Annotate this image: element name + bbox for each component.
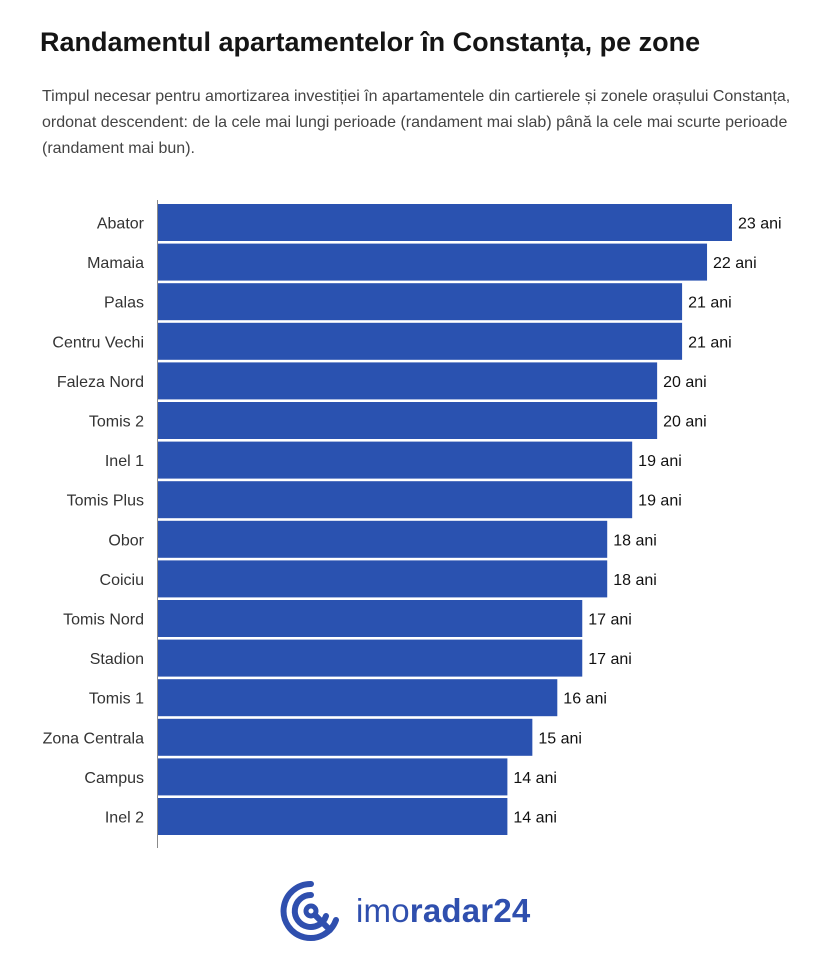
- category-label: Tomis 1: [89, 691, 144, 708]
- bar-tomis-nord: [158, 600, 583, 637]
- value-label: 14 ani: [513, 770, 557, 787]
- value-label: 18 ani: [613, 572, 657, 589]
- value-label: 18 ani: [613, 532, 657, 549]
- bar-campus: [158, 758, 508, 796]
- value-label: 17 ani: [588, 651, 632, 668]
- value-label: 22 ani: [713, 255, 757, 272]
- radar-logo-icon: [280, 880, 339, 941]
- value-label: 21 ani: [688, 295, 732, 312]
- value-label: 16 ani: [563, 691, 607, 708]
- bar-tomis-2: [158, 402, 658, 439]
- bar-chart: Abator 23 ani Mamaia 22 ani Palas 21 ani Centr…: [43, 200, 782, 848]
- value-label: 23 ani: [738, 216, 782, 233]
- value-label: 21 ani: [688, 334, 732, 351]
- category-label: Inel 1: [105, 453, 144, 470]
- category-label: Campus: [84, 770, 144, 787]
- bar-mamaia: [158, 243, 708, 281]
- value-label: 17 ani: [588, 612, 632, 629]
- logo-text-light: imo: [356, 892, 410, 929]
- bar-palas: [158, 283, 683, 321]
- category-label: Tomis Plus: [67, 493, 144, 510]
- category-label: Inel 2: [105, 810, 144, 827]
- category-label: Stadion: [90, 651, 144, 668]
- bar-coiciu: [158, 560, 608, 598]
- logo-wordmark: imoradar24: [356, 892, 530, 930]
- bar-abator: [158, 204, 732, 241]
- category-label: Tomis 2: [89, 414, 144, 431]
- value-label: 14 ani: [513, 810, 557, 827]
- bar-inel-1: [158, 441, 633, 479]
- bar-zona-centrala: [158, 718, 533, 756]
- value-label: 20 ani: [663, 374, 707, 391]
- bar-group: Abator 23 ani Mamaia 22 ani Palas 21 ani Centr…: [43, 204, 782, 835]
- category-label: Coiciu: [100, 572, 144, 589]
- category-label: Obor: [108, 532, 144, 549]
- brand-logo: imoradar24: [278, 878, 530, 944]
- category-label: Centru Vechi: [52, 334, 144, 351]
- category-label: Abator: [97, 216, 145, 233]
- value-label: 20 ani: [663, 414, 707, 431]
- chart-title: Randamentul apartamentelor în Constanța,…: [40, 27, 701, 57]
- value-label: 19 ani: [638, 453, 682, 470]
- chart-subtitle: Timpul necesar pentru amortizarea invest…: [42, 88, 791, 157]
- category-label: Zona Centrala: [43, 730, 144, 747]
- category-label: Mamaia: [87, 255, 144, 272]
- value-label: 15 ani: [538, 730, 582, 747]
- bar-stadion: [158, 639, 583, 677]
- category-label: Tomis Nord: [63, 612, 144, 629]
- value-label: 19 ani: [638, 493, 682, 510]
- logo-text-bold: radar24: [409, 892, 531, 929]
- category-label: Faleza Nord: [57, 374, 144, 391]
- bar-centru-vechi: [158, 322, 683, 360]
- bar-tomis-1: [158, 679, 558, 717]
- category-label: Palas: [104, 295, 144, 312]
- bar-tomis-plus: [158, 481, 633, 519]
- bar-inel-2: [158, 798, 508, 835]
- bar-faleza-nord: [158, 362, 658, 400]
- bar-obor: [158, 520, 608, 558]
